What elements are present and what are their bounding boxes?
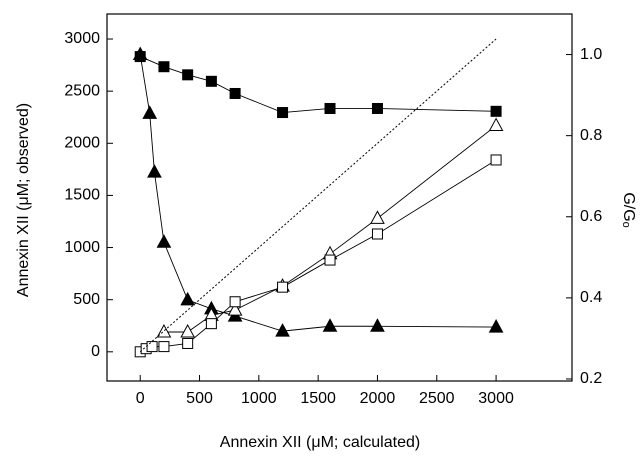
- y2-tick-label: 0.2: [580, 370, 602, 387]
- marker: [182, 337, 194, 349]
- marker: [490, 105, 502, 117]
- x-tick-label: 500: [186, 390, 213, 407]
- marker: [146, 341, 158, 353]
- y-tick-label: 3000: [64, 30, 100, 47]
- x-tick-label: 0: [136, 390, 145, 407]
- marker: [158, 61, 170, 73]
- y-tick-label: 2500: [64, 82, 100, 99]
- x-tick-label: 1000: [241, 390, 277, 407]
- marker: [488, 319, 504, 333]
- plot-frame: [106, 13, 573, 382]
- marker: [371, 228, 383, 240]
- marker: [275, 323, 290, 337]
- marker: [324, 254, 336, 266]
- marker: [180, 291, 196, 306]
- x-tick-label: 2000: [360, 390, 396, 407]
- y2-tick-label: 0.6: [580, 208, 602, 225]
- marker: [158, 341, 170, 353]
- marker: [229, 296, 241, 308]
- marker: [142, 105, 158, 119]
- marker: [156, 234, 172, 248]
- marker: [490, 154, 502, 166]
- series-line: [140, 56, 497, 114]
- marker: [371, 102, 383, 114]
- y-tick-label: 2000: [64, 135, 100, 152]
- marker: [229, 87, 241, 99]
- marker: [147, 164, 162, 178]
- marker: [488, 117, 504, 132]
- marker: [370, 318, 385, 332]
- marker: [156, 323, 172, 338]
- y-tick-label: 0: [91, 343, 100, 360]
- x-tick-label: 1500: [300, 390, 336, 407]
- y2-tick-label: 0.8: [580, 127, 602, 144]
- marker: [277, 281, 289, 293]
- y2-tick-label: 0.4: [580, 289, 602, 306]
- marker: [205, 318, 217, 330]
- x-axis-label: Annexin XII (μM; calculated): [220, 434, 420, 451]
- y-tick-label: 1000: [64, 239, 100, 256]
- marker: [324, 102, 336, 114]
- y2-axis-label: G/Gₒ: [620, 192, 637, 227]
- series-line: [163, 125, 497, 333]
- x-tick-label: 2500: [419, 390, 455, 407]
- marker: [277, 107, 289, 119]
- y2-tick-label: 1.0: [580, 46, 602, 63]
- series-line: [140, 159, 497, 353]
- y-tick-label: 1500: [64, 187, 100, 204]
- y-tick-label: 500: [73, 291, 100, 308]
- marker: [182, 69, 194, 81]
- x-tick-label: 3000: [478, 390, 514, 407]
- series-line: [139, 38, 497, 353]
- marker: [180, 323, 196, 338]
- marker: [205, 75, 217, 87]
- marker: [370, 210, 385, 224]
- marker: [322, 318, 338, 332]
- marker: [132, 46, 148, 61]
- y-axis-label: Annexin XII (μM; observed): [15, 103, 32, 297]
- marker: [227, 302, 243, 316]
